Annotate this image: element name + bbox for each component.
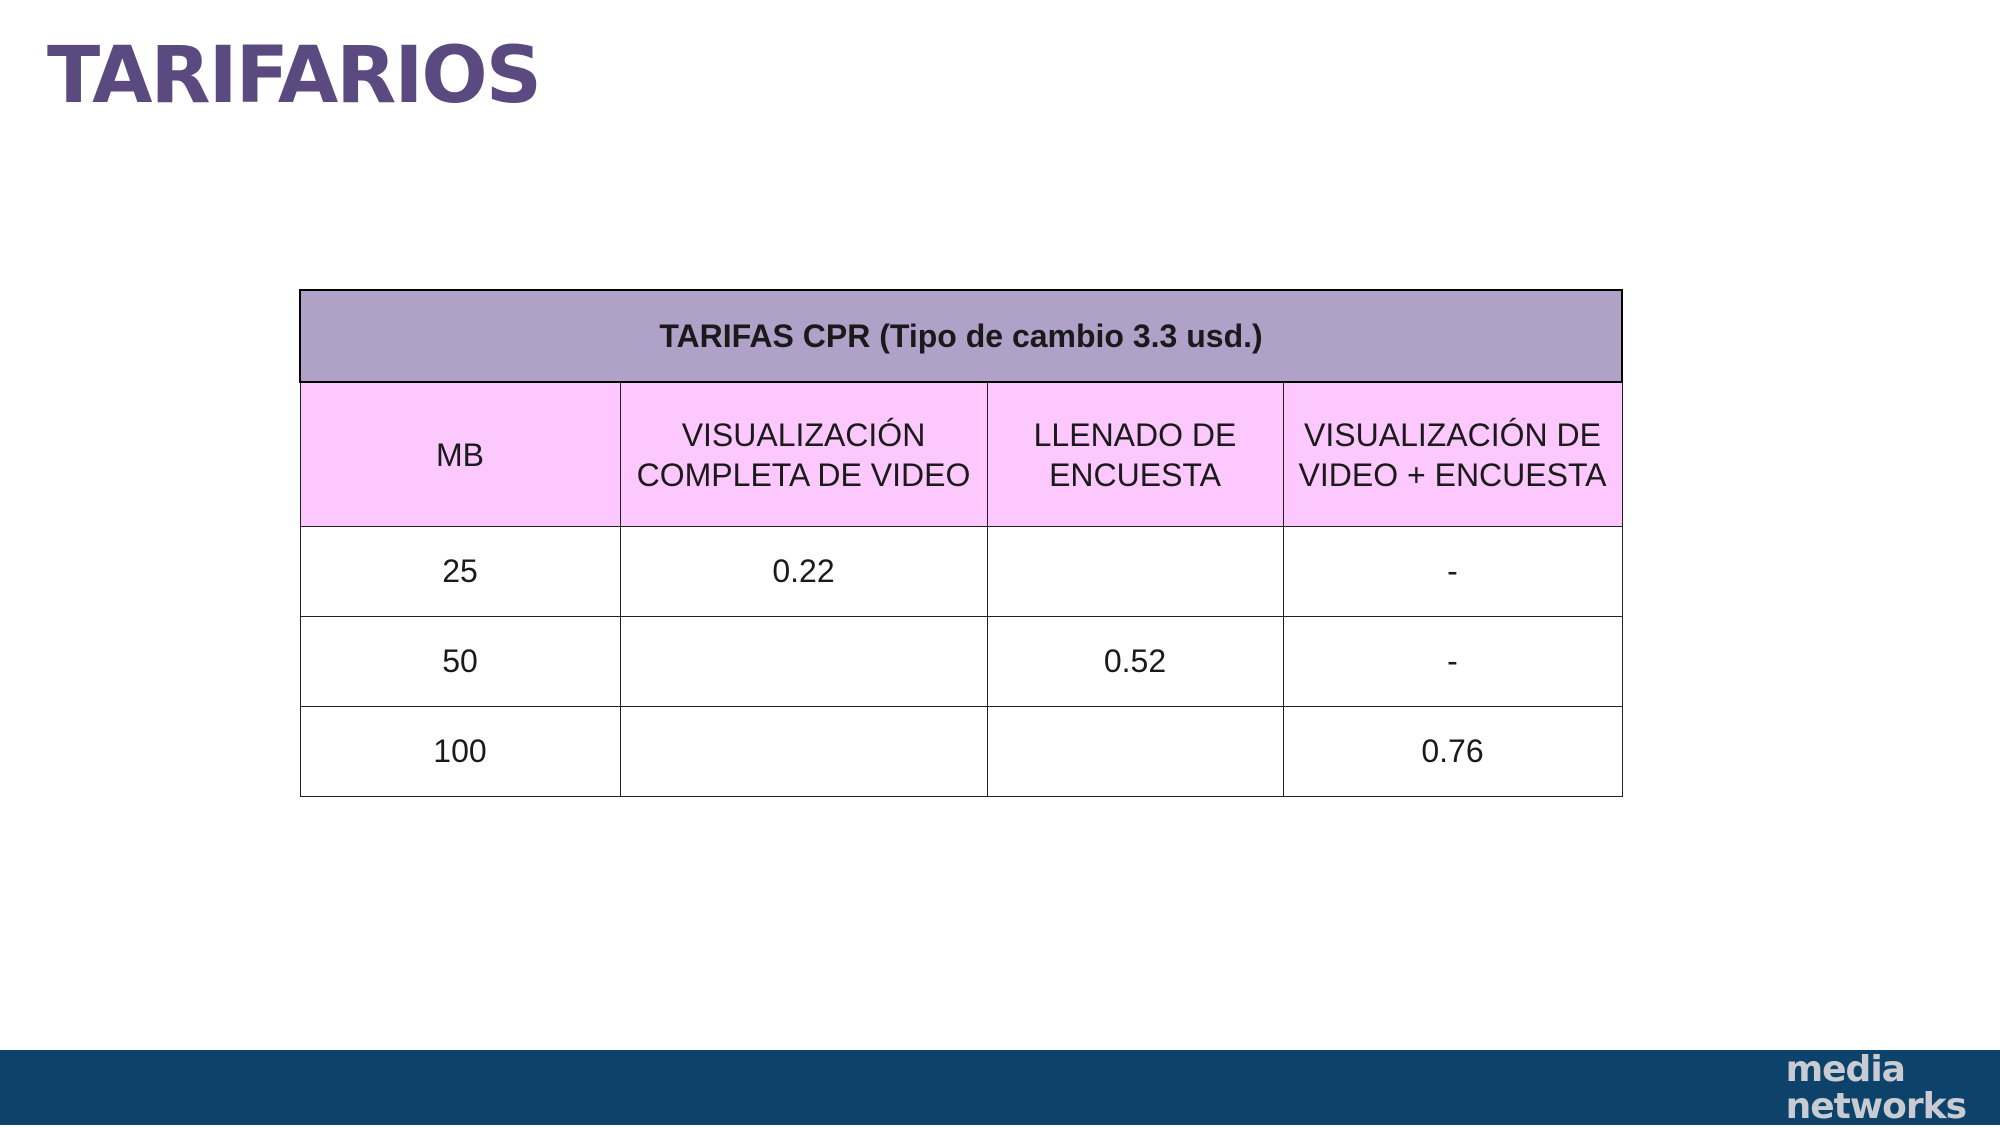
table-cell: - <box>1282 616 1623 707</box>
table-cell <box>986 706 1284 797</box>
media-networks-logo: media networks <box>1785 1049 1967 1127</box>
table-row: 100 0.76 <box>299 706 1623 797</box>
logo-line-media: media <box>1785 1049 1906 1090</box>
table-cell <box>619 616 988 707</box>
table-cell <box>619 706 988 797</box>
footer-bar <box>0 1050 2000 1125</box>
logo-line-networks: networks <box>1785 1086 1967 1127</box>
table-row: 25 0.22 - <box>299 526 1623 617</box>
table-cell: 100 <box>299 706 621 797</box>
rates-table: TARIFAS CPR (Tipo de cambio 3.3 usd.) MB… <box>298 289 1624 797</box>
column-header-mb: MB <box>299 381 621 527</box>
column-header-video-survey: VISUALIZACIÓN DE VIDEO + ENCUESTA <box>1282 381 1623 527</box>
column-header-survey: LLENADO DE ENCUESTA <box>986 381 1284 527</box>
table-cell: 0.22 <box>619 526 988 617</box>
table-header-row: MB VISUALIZACIÓN COMPLETA DE VIDEO LLENA… <box>299 381 1623 527</box>
table-cell: - <box>1282 526 1623 617</box>
table-cell <box>986 526 1284 617</box>
table-cell: 0.52 <box>986 616 1284 707</box>
table-caption-row: TARIFAS CPR (Tipo de cambio 3.3 usd.) <box>298 289 1624 383</box>
table-row: 50 0.52 - <box>299 616 1623 707</box>
table-cell: 50 <box>299 616 621 707</box>
page-title: TARIFARIOS <box>47 31 542 121</box>
table-caption: TARIFAS CPR (Tipo de cambio 3.3 usd.) <box>298 289 1624 383</box>
column-header-video-view: VISUALIZACIÓN COMPLETA DE VIDEO <box>619 381 988 527</box>
table-cell: 25 <box>299 526 621 617</box>
table-cell: 0.76 <box>1282 706 1623 797</box>
